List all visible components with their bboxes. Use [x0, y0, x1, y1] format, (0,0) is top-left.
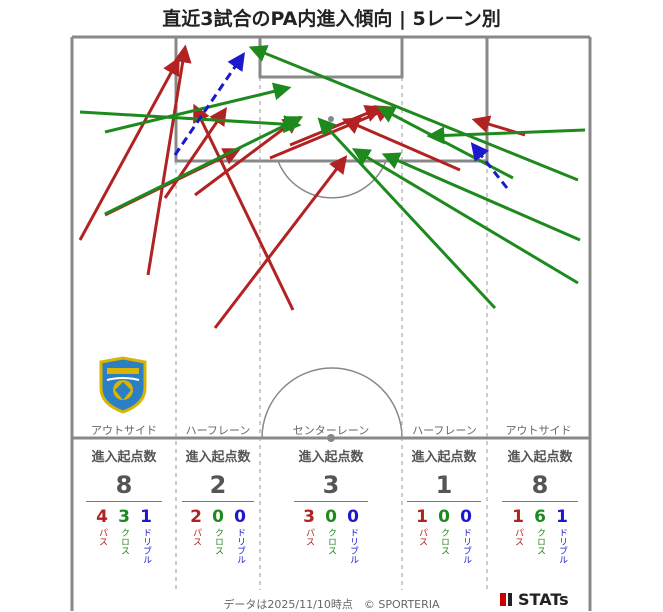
pass-label: パス [417, 528, 427, 546]
pass-arrow [146, 44, 192, 276]
pass-arrow [78, 56, 180, 241]
dribble-count: 1 [556, 507, 568, 527]
pass-count: 4 [96, 507, 108, 527]
club-crest-icon [99, 356, 147, 414]
lane-stats-outside-left: 進入起点数 8 4 パス 3 クロス 1 ドリブル [86, 446, 162, 564]
pass-arrow [194, 115, 301, 197]
cross-count: 0 [325, 507, 337, 527]
pass-arrow [341, 117, 461, 172]
lane-stats-head: 進入起点数 [411, 450, 477, 465]
cross-arrow [381, 152, 581, 242]
chart-title: 直近3試合のPA内進入傾向 | 5レーン別 [162, 8, 501, 30]
pass-arrow [163, 107, 228, 199]
penalty-arc [277, 160, 387, 199]
lane-label-center: センターレーン [292, 424, 370, 437]
lane-stats-head: 進入起点数 [298, 450, 364, 465]
penalty-area [174, 35, 489, 163]
pass-arrow [289, 105, 384, 147]
lane-stats-head: 進入起点数 [507, 450, 573, 465]
cross-arrows [79, 45, 586, 310]
lane-stats-halfspace-right: 進入起点数 1 1 パス 0 クロス 0 ドリブル [407, 446, 481, 564]
brand-text: STATs [518, 590, 569, 609]
stats-logo: STATs [500, 590, 569, 609]
pass-arrow [213, 155, 348, 329]
lane-label-outside-right: アウトサイド [505, 424, 572, 437]
cross-arrow [104, 82, 292, 134]
dribble-label: ドリブル [235, 528, 245, 564]
lane-stats-total: 8 [502, 471, 578, 502]
dribble-count: 1 [140, 507, 152, 527]
pass-count: 2 [190, 507, 202, 527]
cross-arrow [426, 126, 586, 145]
lane-stats-outside-right: 進入起点数 8 1 パス 6 クロス 1 ドリブル [502, 446, 578, 564]
cross-arrow [248, 45, 579, 182]
lane-stats-head: 進入起点数 [185, 450, 251, 465]
dribble-count: 0 [460, 507, 472, 527]
dribble-label: ドリブル [141, 528, 151, 564]
dribble-label: ドリブル [461, 528, 471, 564]
cross-count: 0 [438, 507, 450, 527]
pass-label: パス [513, 528, 523, 546]
dribble-arrow [470, 142, 509, 189]
lane-label-halfspace-left: ハーフレーン [185, 424, 251, 437]
lane-stats-total: 3 [294, 471, 368, 502]
pass-arrow [193, 103, 295, 311]
cross-label: クロス [535, 528, 545, 555]
pass-label: パス [191, 528, 201, 546]
center-spot [327, 434, 335, 442]
cross-label: クロス [326, 528, 336, 555]
cross-arrow [79, 110, 302, 134]
lane-stats-total: 8 [86, 471, 162, 502]
lane-label-outside-left: アウトサイド [91, 424, 157, 437]
dribble-label: ドリブル [557, 528, 567, 564]
cross-count: 6 [534, 507, 546, 527]
lane-stats-total: 2 [182, 471, 254, 502]
cross-label: クロス [439, 528, 449, 555]
pass-count: 1 [416, 507, 428, 527]
cross-arrow [104, 116, 304, 216]
logo-mark-icon [500, 593, 506, 606]
pass-count: 1 [512, 507, 524, 527]
penalty-spot [328, 116, 334, 122]
logo-mark-icon [508, 593, 512, 606]
cross-label: クロス [213, 528, 223, 555]
dribble-arrow [173, 52, 246, 156]
dribble-count: 0 [347, 507, 359, 527]
lane-label-halfspace-right: ハーフレーン [412, 424, 477, 437]
lane-stats-center: 進入起点数 3 3 パス 0 クロス 0 ドリブル [294, 446, 368, 564]
lane-stats-total: 1 [407, 471, 481, 502]
dribble-label: ドリブル [348, 528, 358, 564]
lane-stats-halfspace-left: 進入起点数 2 2 パス 0 クロス 0 ドリブル [182, 446, 254, 564]
center-circle [261, 367, 403, 439]
pass-label: パス [97, 528, 107, 546]
dribble-arrows [173, 52, 509, 189]
cross-count: 3 [118, 507, 130, 527]
cross-arrow [351, 148, 579, 285]
goal-area [258, 35, 404, 79]
pass-count: 3 [303, 507, 315, 527]
dribble-count: 0 [234, 507, 246, 527]
cross-label: クロス [119, 528, 129, 555]
data-timestamp-footer: データは2025/11/10時点 © SPORTERIA [223, 598, 440, 611]
pass-label: パス [304, 528, 314, 546]
cross-count: 0 [212, 507, 224, 527]
lane-stats-head: 進入起点数 [91, 450, 157, 465]
cross-arrow [317, 117, 497, 310]
